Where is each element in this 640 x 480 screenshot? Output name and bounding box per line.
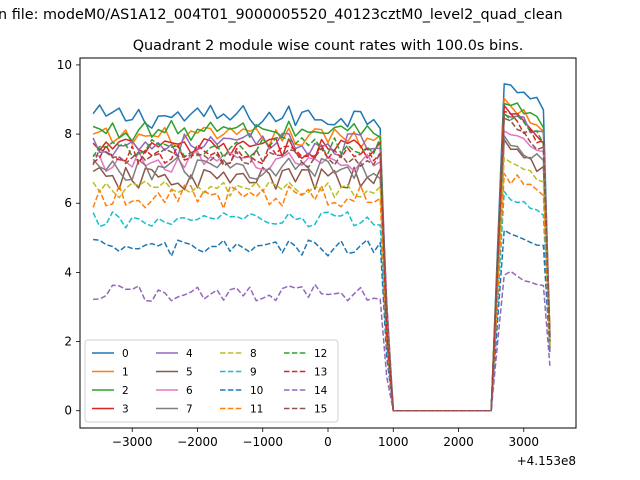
series-layer bbox=[92, 83, 551, 412]
legend-label-11: 11 bbox=[250, 404, 263, 416]
legend-label-9: 9 bbox=[250, 367, 257, 379]
x-tick-label: 0 bbox=[324, 435, 332, 449]
legend-label-1: 1 bbox=[122, 367, 129, 379]
legend-label-14: 14 bbox=[314, 385, 328, 397]
series-line-15 bbox=[92, 117, 551, 412]
legend-label-10: 10 bbox=[250, 385, 263, 397]
y-tick-label: 0 bbox=[64, 404, 72, 418]
legend-label-2: 2 bbox=[122, 385, 129, 397]
y-tick-label: 6 bbox=[64, 196, 72, 210]
legend-label-4: 4 bbox=[186, 348, 193, 360]
legend-label-7: 7 bbox=[186, 404, 193, 416]
x-tick-label: 3000 bbox=[509, 435, 540, 449]
x-tick-label: −2000 bbox=[177, 435, 218, 449]
y-tick-label: 2 bbox=[64, 335, 72, 349]
chart-title: Quadrant 2 module wise count rates with … bbox=[133, 38, 524, 54]
y-tick-label: 4 bbox=[64, 265, 72, 279]
x-tick-label: −3000 bbox=[112, 435, 153, 449]
legend-label-3: 3 bbox=[122, 404, 129, 416]
y-tick-label: 8 bbox=[64, 127, 72, 141]
x-tick-label: 1000 bbox=[378, 435, 409, 449]
x-tick-label: −1000 bbox=[242, 435, 283, 449]
legend-label-8: 8 bbox=[250, 348, 257, 360]
legend-label-12: 12 bbox=[314, 348, 327, 360]
legend-label-0: 0 bbox=[122, 348, 129, 360]
y-tick-label: 10 bbox=[57, 58, 72, 72]
y-axis: 0 2 4 6 8 10 bbox=[57, 58, 80, 418]
legend-label-5: 5 bbox=[186, 367, 193, 379]
legend-label-15: 15 bbox=[314, 404, 327, 416]
x-axis: −3000 −2000 −1000 0 1000 2000 3000 bbox=[112, 428, 539, 449]
legend-label-6: 6 bbox=[186, 385, 193, 397]
x-tick-label: 2000 bbox=[443, 435, 474, 449]
legend-label-13: 13 bbox=[314, 367, 327, 379]
legend-box bbox=[84, 339, 339, 423]
figure-suptitle: n file: modeM0/AS1A12_004T01_9000005520_… bbox=[0, 7, 563, 23]
x-axis-offset-label: +4.153e8 bbox=[517, 454, 576, 468]
